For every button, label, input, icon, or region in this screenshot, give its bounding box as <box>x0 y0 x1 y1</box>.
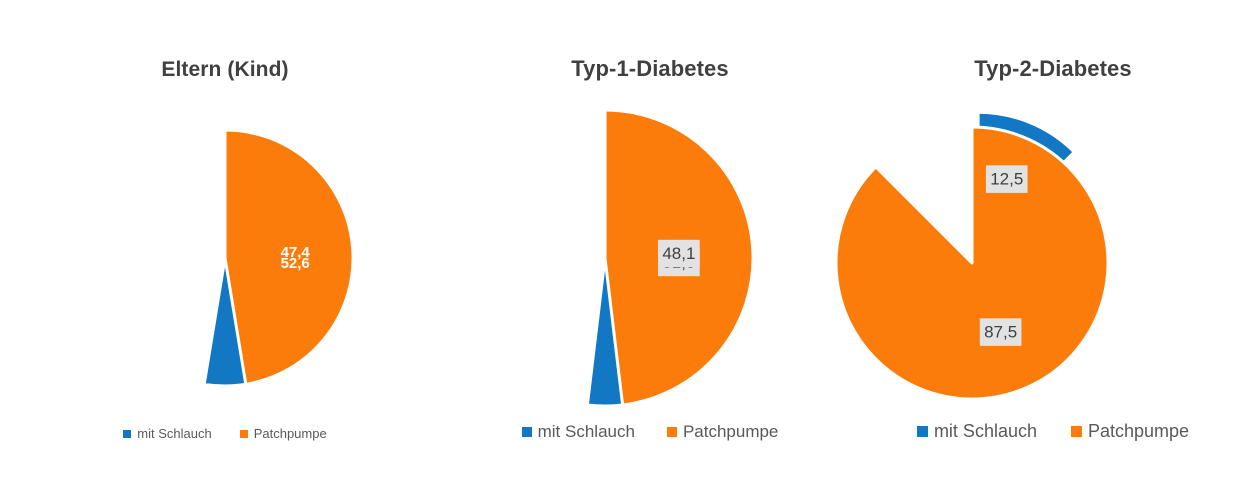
legend-label: mit Schlauch <box>933 421 1037 441</box>
legend-label: Patchpumpe <box>253 426 327 441</box>
pie-data-label: 48,1 <box>658 239 700 268</box>
legend-item-patchpumpe[interactable]: Patchpumpe <box>239 426 327 441</box>
chart-legend: mit Schlauch Patchpumpe <box>850 421 1256 442</box>
legend-item-mit-schlauch[interactable]: mit Schlauch <box>123 426 212 441</box>
pie-slice[interactable] <box>202 128 355 388</box>
legend-label: mit Schlauch <box>137 426 212 441</box>
pie-data-label-text: 12,5 <box>990 170 1023 189</box>
chart-panel-typ-1-diabetes: Typ-1-Diabetes 51,9 48,1 mit Schlauch Pat… <box>450 0 850 486</box>
pie-data-label-box <box>658 248 700 277</box>
pie-data-label: 52,6 <box>281 255 310 272</box>
legend-item-patchpumpe[interactable]: Patchpumpe <box>1070 421 1190 442</box>
chart-legend: mit Schlauch Patchpumpe <box>0 426 450 441</box>
pie-data-label: 87,5 <box>979 318 1022 346</box>
chart-title: Typ-1-Diabetes <box>571 56 729 81</box>
pie-slice-path[interactable] <box>834 125 1110 401</box>
legend-label: Patchpumpe <box>682 422 779 441</box>
pie-slice-path[interactable] <box>202 128 355 388</box>
chart-panel-eltern-kind: Eltern (Kind) 52,6 47,4 mit Schlauch Patc… <box>0 0 450 486</box>
legend-swatch-blue-icon <box>123 429 132 438</box>
pie-data-label: 51,9 <box>658 248 700 277</box>
pie-slice[interactable] <box>223 128 355 386</box>
legend-swatch-blue-icon <box>521 427 532 437</box>
chart-title: Eltern (Kind) <box>161 58 289 81</box>
pie-data-label-text: 87,5 <box>984 323 1017 342</box>
pie-data-label: 47,4 <box>281 244 311 261</box>
pie-data-label-box <box>658 239 700 268</box>
pie-data-label-box <box>985 165 1028 193</box>
legend-swatch-blue-icon <box>916 426 928 437</box>
pie-slice-path[interactable] <box>223 128 355 386</box>
legend-swatch-orange-icon <box>666 427 677 437</box>
pie-data-label-text: 52,6 <box>281 255 310 272</box>
pie-slice-path[interactable] <box>603 108 755 407</box>
chart-legend: mit Schlauch Patchpumpe <box>450 422 850 442</box>
pie-data-label-box <box>979 318 1022 346</box>
pie-slice[interactable] <box>603 108 755 407</box>
pie-data-label-text: 48,1 <box>662 244 695 263</box>
legend-swatch-orange-icon <box>1070 426 1082 437</box>
chart-title: Typ-2-Diabetes <box>974 56 1132 81</box>
pie-slice[interactable] <box>834 125 1110 401</box>
pie-slice-path[interactable] <box>976 110 1076 250</box>
legend-item-patchpumpe[interactable]: Patchpumpe <box>666 422 779 442</box>
chart-panel-typ-2-diabetes: Typ-2-Diabetes 12,5 87,5 mit Schlauch Pat… <box>834 0 1256 486</box>
pie-data-label-text: 47,4 <box>281 244 311 261</box>
legend-swatch-orange-icon <box>239 429 248 438</box>
legend-item-mit-schlauch[interactable]: mit Schlauch <box>916 421 1037 442</box>
pie-data-label-text: 51,9 <box>662 253 695 272</box>
pie-data-label: 12,5 <box>985 165 1028 193</box>
legend-label: Patchpumpe <box>1087 421 1190 441</box>
pie-slice-path[interactable] <box>585 108 755 408</box>
legend-item-mit-schlauch[interactable]: mit Schlauch <box>521 422 635 442</box>
legend-label: mit Schlauch <box>537 422 635 441</box>
pie-slice[interactable] <box>585 108 755 408</box>
pie-slice[interactable] <box>976 110 1076 250</box>
